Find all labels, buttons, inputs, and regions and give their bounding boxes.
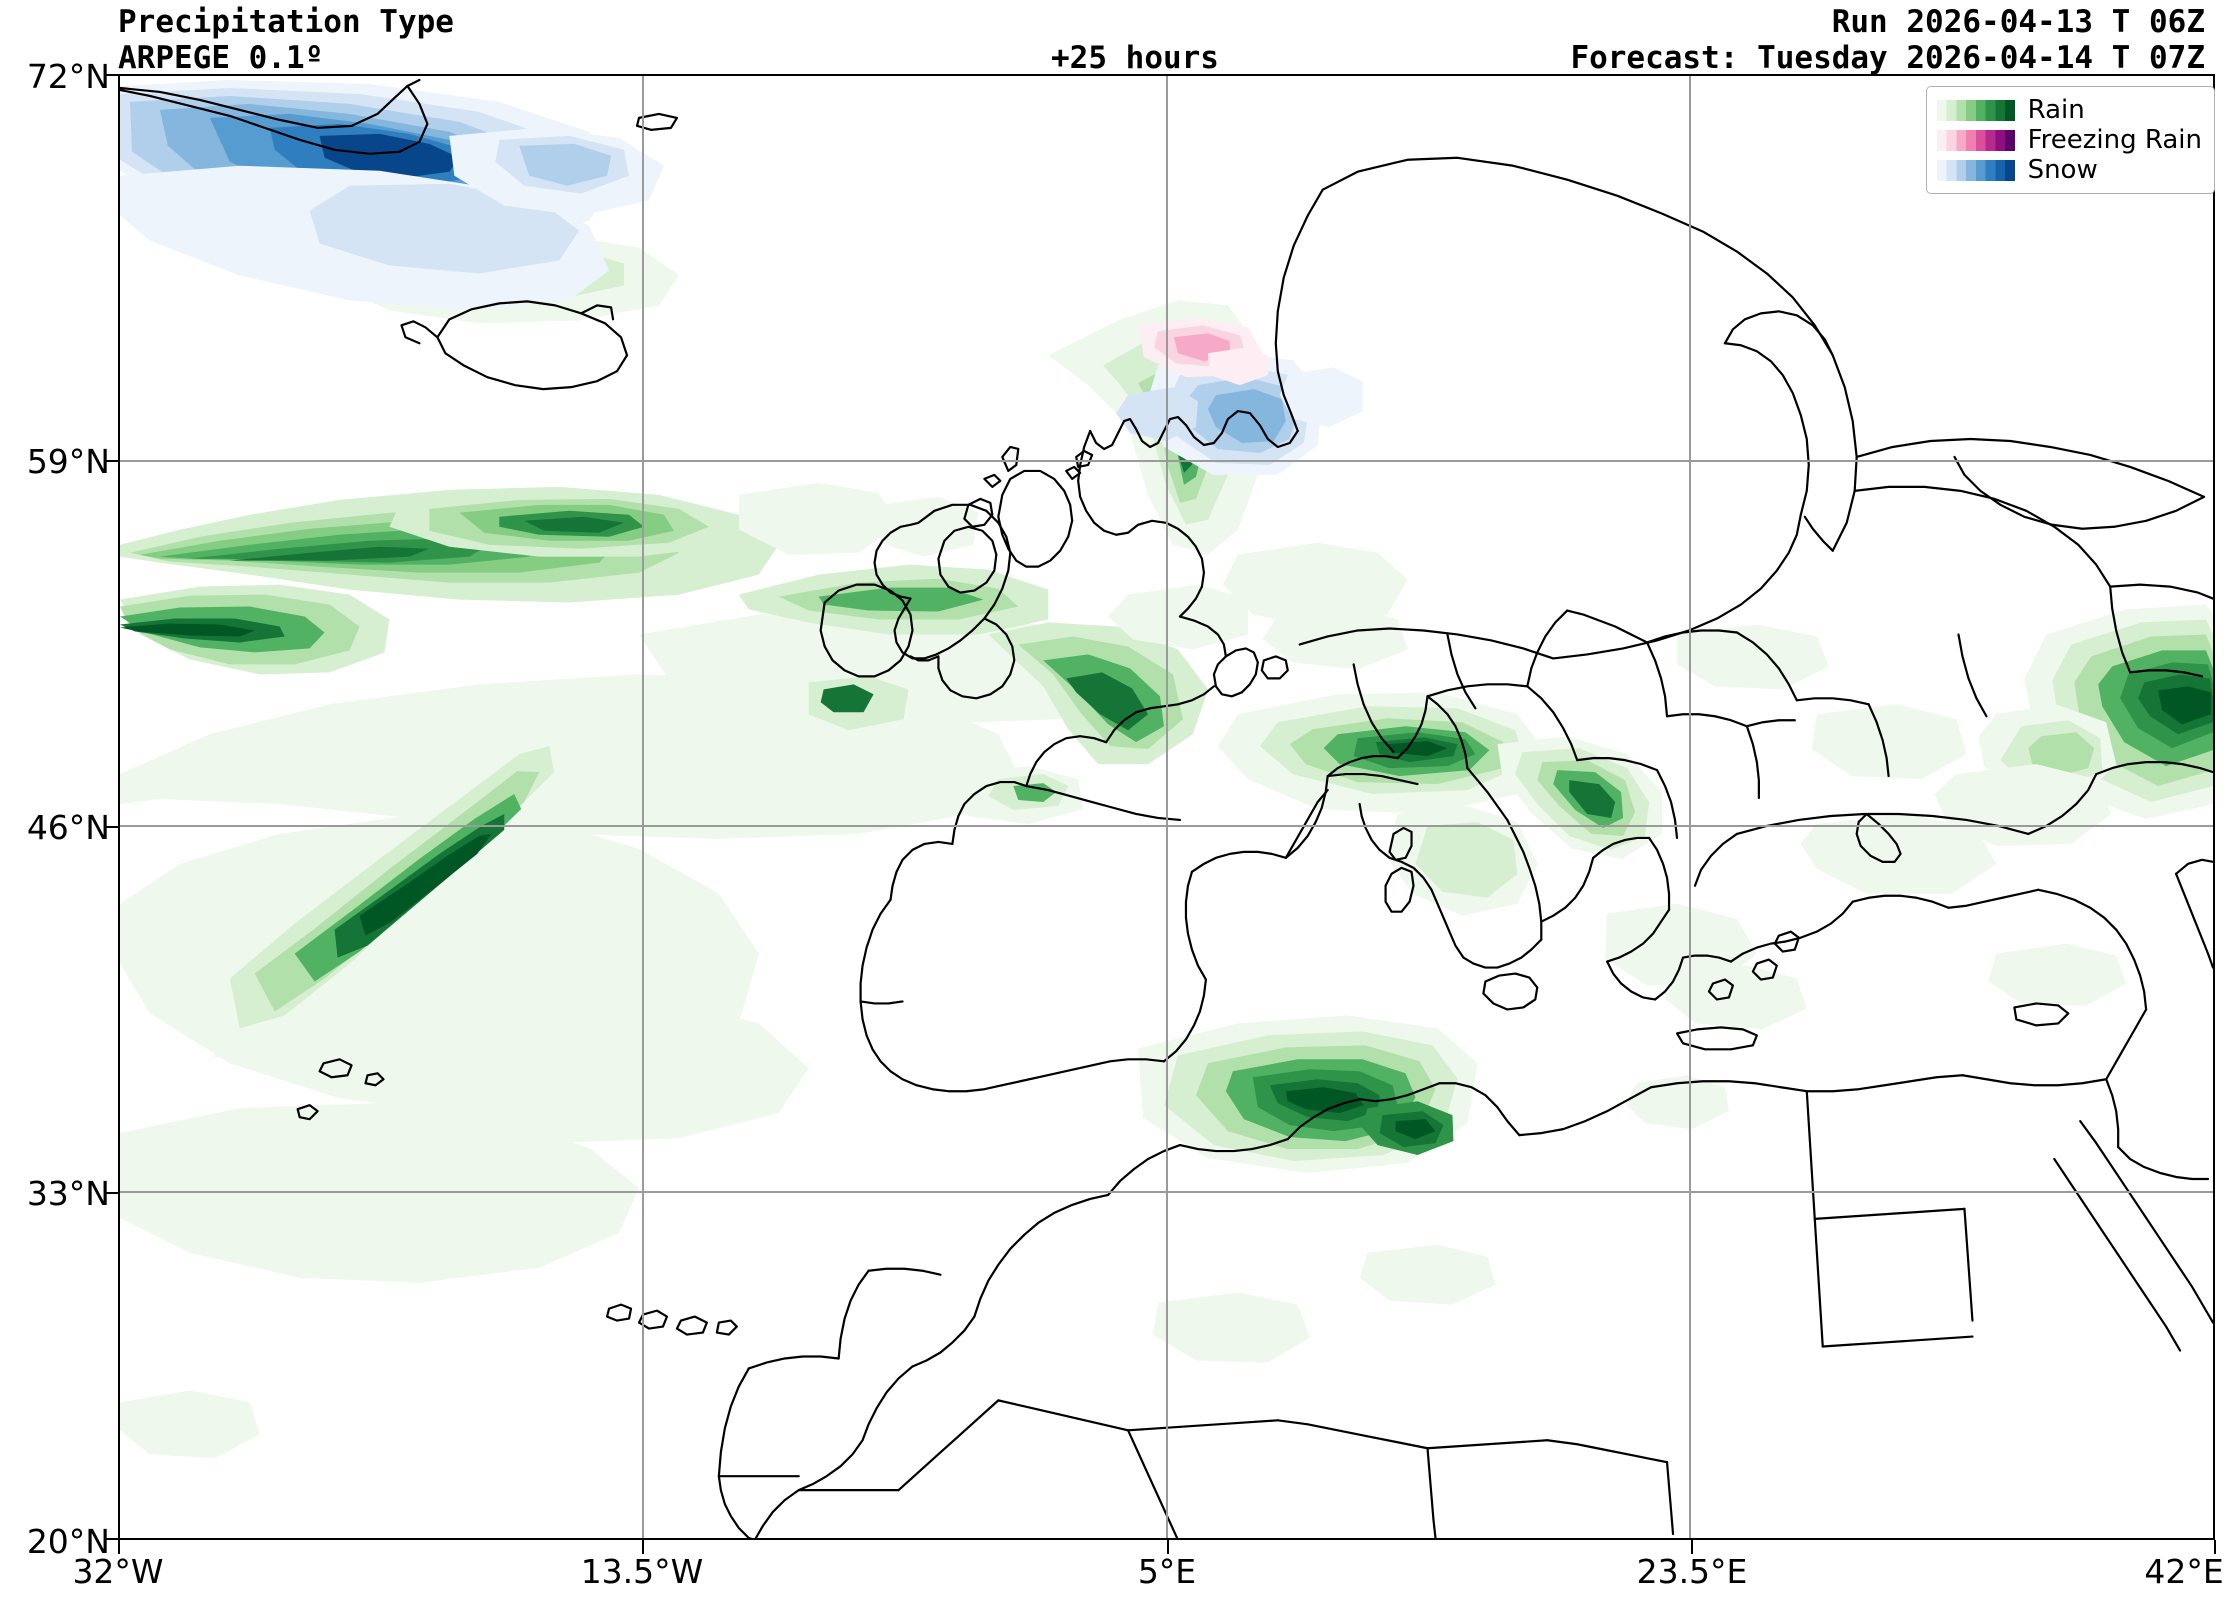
- x-tick-label-23-5e: 23.5°E: [1636, 1552, 1748, 1591]
- y-tick-mark-20n: [106, 1538, 120, 1540]
- freezing-rain-color-swatch: [1936, 129, 2015, 151]
- y-tick-mark-72n: [106, 74, 120, 76]
- legend-item-rain[interactable]: Rain: [1936, 95, 2202, 125]
- x-tick-label-42e: 42°E: [2144, 1552, 2224, 1591]
- x-tick-mark-23-5e: [1691, 1540, 1693, 1554]
- y-tick-label-33n: 33°N: [26, 1174, 110, 1213]
- legend-label-freezing-rain: Freezing Rain: [2027, 125, 2202, 155]
- model-label: ARPEGE 0.1º: [118, 40, 324, 76]
- x-tick-label-13-5w: 13.5°W: [580, 1552, 704, 1591]
- y-tick-label-20n: 20°N: [26, 1522, 110, 1561]
- y-tick-mark-33n: [106, 1192, 120, 1194]
- map-plot-area[interactable]: [118, 74, 2215, 1540]
- y-tick-label-46n: 46°N: [26, 808, 110, 847]
- precip-layer-snow: [120, 79, 1363, 475]
- x-tick-label-5e: 5°E: [1137, 1552, 1197, 1591]
- x-tick-mark-13-5w: [642, 1540, 644, 1554]
- x-tick-label-32w: 32°W: [72, 1552, 164, 1591]
- page-title: Precipitation Type: [118, 4, 454, 40]
- precip-layer-rain: [120, 233, 2213, 1459]
- y-tick-mark-46n: [106, 826, 120, 828]
- lead-time-label: +25 hours: [1051, 40, 1219, 76]
- coastline-layer: [120, 78, 2213, 1538]
- x-tick-mark-32w: [118, 1540, 120, 1554]
- legend-item-snow[interactable]: Snow: [1936, 155, 2202, 185]
- map-legend[interactable]: Rain Freezing Rain Snow: [1925, 86, 2215, 194]
- legend-label-snow: Snow: [2027, 155, 2098, 185]
- forecast-label: Forecast: Tuesday 2026-04-14 T 07Z: [1570, 40, 2205, 76]
- rain-color-swatch: [1936, 99, 2015, 121]
- x-tick-mark-5e: [1167, 1540, 1169, 1554]
- graticule-layer: [120, 76, 2213, 1538]
- legend-label-rain: Rain: [2027, 95, 2085, 125]
- x-tick-mark-42e: [2214, 1540, 2216, 1554]
- snow-color-swatch: [1936, 159, 2015, 181]
- y-tick-label-59n: 59°N: [26, 442, 110, 481]
- y-tick-mark-59n: [106, 460, 120, 462]
- run-label: Run 2026-04-13 T 06Z: [1831, 4, 2205, 40]
- precip-layer-freezing-rain: [1138, 317, 1270, 386]
- legend-item-freezing-rain[interactable]: Freezing Rain: [1936, 125, 2202, 155]
- y-tick-label-72n: 72°N: [26, 57, 110, 96]
- map-canvas: [120, 76, 2213, 1538]
